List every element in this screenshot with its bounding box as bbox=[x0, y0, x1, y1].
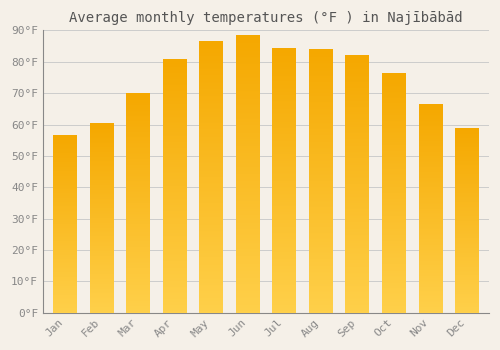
Bar bbox=[455, 128, 479, 313]
Bar bbox=[309, 49, 332, 313]
Bar bbox=[126, 93, 150, 313]
Title: Average monthly temperatures (°F ) in Najībābād: Average monthly temperatures (°F ) in Na… bbox=[69, 11, 462, 25]
Bar bbox=[162, 59, 186, 313]
Bar bbox=[346, 56, 369, 313]
Bar bbox=[236, 35, 260, 313]
Bar bbox=[90, 123, 114, 313]
Bar bbox=[199, 41, 223, 313]
Bar bbox=[382, 73, 406, 313]
Bar bbox=[418, 104, 442, 313]
Bar bbox=[272, 48, 296, 313]
Bar bbox=[53, 135, 77, 313]
